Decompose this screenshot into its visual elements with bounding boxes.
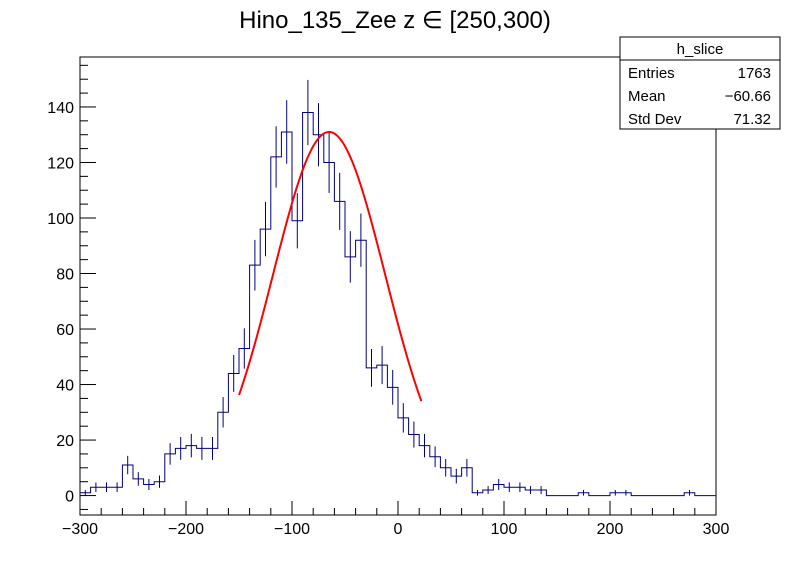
stats-entries-value: 1763 xyxy=(738,65,771,82)
y-tick-label: 20 xyxy=(56,433,74,450)
stats-entries-label: Entries xyxy=(628,65,675,82)
stats-mean-value: −60.66 xyxy=(725,88,771,105)
error-bars xyxy=(84,79,690,496)
stats-box-title: h_slice xyxy=(677,41,724,58)
stats-box-frame xyxy=(619,36,781,130)
x-tick-label: 200 xyxy=(597,521,624,538)
y-tick-label: 140 xyxy=(47,100,74,117)
stats-mean-label: Mean xyxy=(628,88,666,105)
histogram-bin xyxy=(292,221,303,496)
y-tick-label: 100 xyxy=(47,211,74,228)
histogram-bin xyxy=(250,265,261,495)
fit-curve-group xyxy=(238,130,423,402)
histogram-bin xyxy=(313,135,324,496)
y-tick-label: 60 xyxy=(56,322,74,339)
x-tick-label: 100 xyxy=(491,521,518,538)
y-tick-label: 80 xyxy=(56,267,74,284)
y-tick-label: 120 xyxy=(47,155,74,172)
fit-curve xyxy=(238,130,423,402)
chart-title: Hino_135_Zee z ∈ [250,300) xyxy=(239,7,551,34)
axes: −300 −200 −100 0 100 200 300 0 20 40 60 80 100 120 140 xyxy=(47,64,730,538)
y-tick-label: 0 xyxy=(65,489,74,506)
histogram-bin xyxy=(271,157,282,496)
x-tick-label: −100 xyxy=(274,521,310,538)
histogram-outline xyxy=(80,112,716,497)
histogram-bin xyxy=(366,368,377,496)
stats-stddev-value: 71.32 xyxy=(733,111,771,128)
x-tick-label: 300 xyxy=(703,521,730,538)
x-tick-label: −300 xyxy=(62,521,98,538)
x-tick-label: −200 xyxy=(168,521,204,538)
stats-stddev-label: Std Dev xyxy=(628,111,682,128)
histogram-bin xyxy=(260,229,271,495)
stats-box: h_slice Entries 1763 Mean −60.66 Std Dev… xyxy=(619,36,781,130)
histogram-bin xyxy=(324,162,335,495)
histogram-bin xyxy=(303,113,314,496)
histogram-bin xyxy=(281,132,292,496)
histogram xyxy=(80,112,716,497)
histogram-bin xyxy=(356,240,367,495)
histogram-bin xyxy=(345,257,356,496)
x-tick-label: 0 xyxy=(394,521,403,538)
histogram-bin xyxy=(334,201,345,495)
histogram-bin xyxy=(377,365,388,495)
y-tick-label: 40 xyxy=(56,378,74,395)
